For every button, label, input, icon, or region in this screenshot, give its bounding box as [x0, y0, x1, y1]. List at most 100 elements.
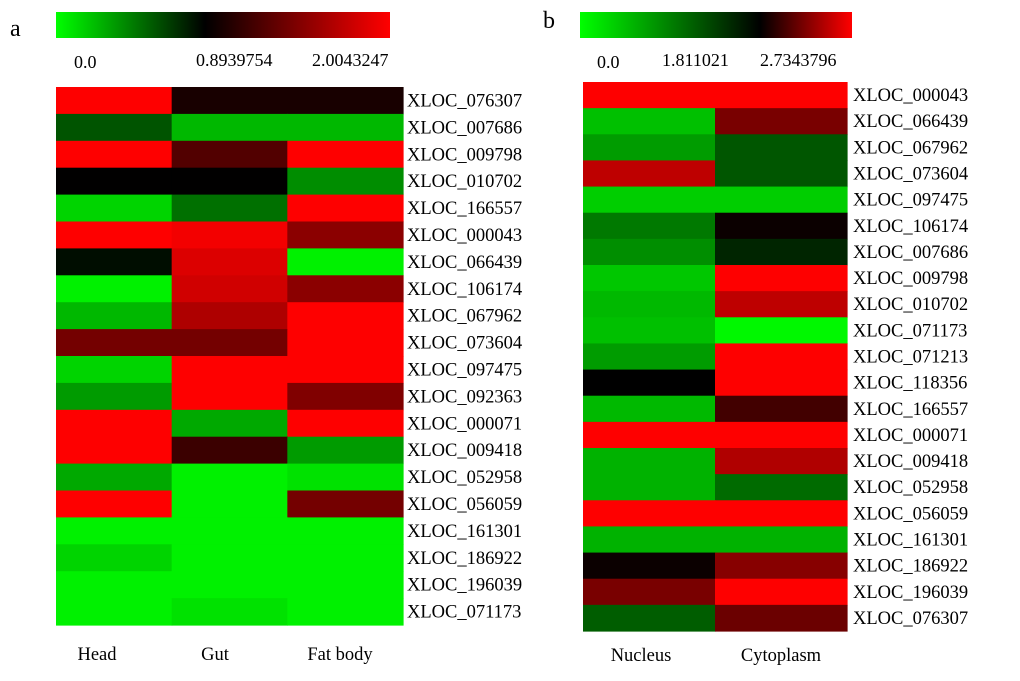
row-label: XLOC_071213 — [853, 348, 968, 368]
heatmap-cell — [56, 490, 173, 518]
row-label: XLOC_186922 — [407, 549, 522, 569]
heatmap-cell — [287, 490, 404, 518]
panel-b-row-labels: XLOC_000043 XLOC_066439 XLOC_067962 XLOC_07… — [853, 86, 968, 629]
heatmap-cell — [287, 194, 404, 223]
heatmap-cell — [171, 221, 288, 249]
heatmap-cell — [715, 186, 848, 214]
heatmap-cell — [56, 409, 173, 438]
heatmap-cell — [715, 343, 848, 371]
row-label: XLOC_106174 — [853, 217, 968, 237]
heatmap-cell — [583, 82, 716, 109]
row-label: XLOC_186922 — [853, 557, 968, 577]
panel-a-row-labels: XLOC_076307 XLOC_007686 XLOC_009798 XLOC_01… — [407, 91, 522, 622]
row-label: XLOC_092363 — [407, 387, 522, 407]
row-label: XLOC_007686 — [407, 118, 522, 138]
row-label: XLOC_052958 — [853, 478, 968, 498]
heatmap-cell — [715, 604, 848, 632]
heatmap-cell — [583, 186, 716, 214]
row-label: XLOC_073604 — [407, 334, 522, 354]
heatmap-cell — [171, 194, 288, 223]
heatmap-cell — [287, 463, 404, 492]
panel-a-colorbar-tick-2: 2.0043247 — [312, 50, 389, 70]
row-label: XLOC_056059 — [407, 495, 522, 515]
heatmap-cell — [583, 343, 716, 371]
heatmap-cell — [56, 87, 173, 115]
column-label: Gut — [201, 645, 230, 665]
heatmap-cell — [583, 317, 716, 345]
heatmap-cell — [171, 382, 288, 411]
row-label: XLOC_076307 — [853, 609, 968, 629]
row-label: XLOC_166557 — [853, 400, 968, 420]
heatmap-cell — [287, 436, 404, 465]
heatmap-cell — [583, 160, 716, 188]
row-label: XLOC_196039 — [407, 576, 522, 596]
heatmap-cell — [583, 500, 716, 528]
heatmap-cell — [715, 526, 848, 554]
heatmap-cell — [56, 544, 173, 572]
row-label: XLOC_007686 — [853, 243, 968, 263]
row-label: XLOC_161301 — [853, 531, 968, 551]
row-label: XLOC_009418 — [853, 452, 968, 472]
heatmap-cell — [56, 356, 173, 384]
heatmap-cell — [715, 395, 848, 423]
heatmap-cell — [56, 167, 173, 196]
heatmap-cell — [56, 517, 173, 545]
heatmap-cell — [171, 463, 288, 492]
heatmap-cell — [287, 248, 404, 276]
row-label: XLOC_052958 — [407, 468, 522, 488]
heatmap-cell — [56, 275, 173, 303]
heatmap-cell — [287, 87, 404, 115]
heatmap-cell — [715, 369, 848, 397]
heatmap-cell — [287, 382, 404, 411]
column-label: Cytoplasm — [741, 646, 822, 666]
row-label: XLOC_056059 — [853, 504, 968, 524]
heatmap-cell — [715, 500, 848, 528]
heatmap-cell — [56, 140, 173, 169]
panel-a: a 0.0 0.8939754 2.0043247 XLOC_076307XLO… — [10, 12, 522, 665]
heatmap-cell — [287, 517, 404, 545]
row-label: XLOC_106174 — [407, 280, 522, 300]
heatmap-cell — [715, 578, 848, 606]
panel-a-colorbar-tick-0: 0.0 — [74, 52, 97, 72]
heatmap-cell — [287, 409, 404, 438]
heatmap-cell — [171, 517, 288, 545]
row-label: XLOC_118356 — [853, 374, 967, 394]
heatmap-cell — [56, 463, 173, 492]
heatmap-cell — [287, 275, 404, 303]
heatmap-cell — [171, 87, 288, 115]
heatmap-cell — [715, 552, 848, 580]
heatmap-cell — [171, 544, 288, 572]
row-label: XLOC_010702 — [853, 295, 968, 315]
heatmap-cell — [583, 108, 716, 135]
heatmap-cell — [56, 436, 173, 465]
row-label: XLOC_010702 — [407, 172, 522, 192]
heatmap-cell — [715, 134, 848, 162]
panel-b-heatmap-grid — [583, 82, 848, 632]
row-label: XLOC_000071 — [407, 414, 522, 434]
heatmap-cell — [56, 248, 173, 276]
heatmap-cell — [56, 302, 173, 330]
heatmap-cell — [287, 113, 404, 142]
heatmap-cell — [287, 356, 404, 384]
heatmap-cell — [583, 238, 716, 266]
heatmap-cell — [171, 571, 288, 599]
heatmap-cell — [583, 526, 716, 554]
heatmap-cell — [171, 490, 288, 518]
row-label: XLOC_097475 — [407, 360, 522, 380]
heatmap-cell — [715, 448, 848, 475]
row-label: XLOC_071173 — [853, 321, 967, 341]
row-label: XLOC_000043 — [853, 86, 968, 106]
row-label: XLOC_067962 — [853, 138, 968, 158]
panel-b-column-labels: Nucleus Cytoplasm — [611, 646, 822, 666]
heatmap-cell — [171, 409, 288, 438]
panel-a-heatmap-grid — [56, 87, 404, 626]
heatmap-cell — [56, 382, 173, 411]
panel-a-colorbar — [56, 12, 390, 38]
panel-b-colorbar-tick-1: 1.811021 — [662, 50, 729, 70]
panel-b: b 0.0 1.811021 2.7343796 XLOC_000043XLOC… — [543, 8, 968, 666]
heatmap-cell — [583, 474, 716, 501]
heatmap-cell — [583, 291, 716, 318]
row-label: XLOC_071173 — [407, 603, 521, 623]
heatmap-cell — [583, 604, 716, 632]
panel-b-colorbar — [580, 12, 852, 38]
